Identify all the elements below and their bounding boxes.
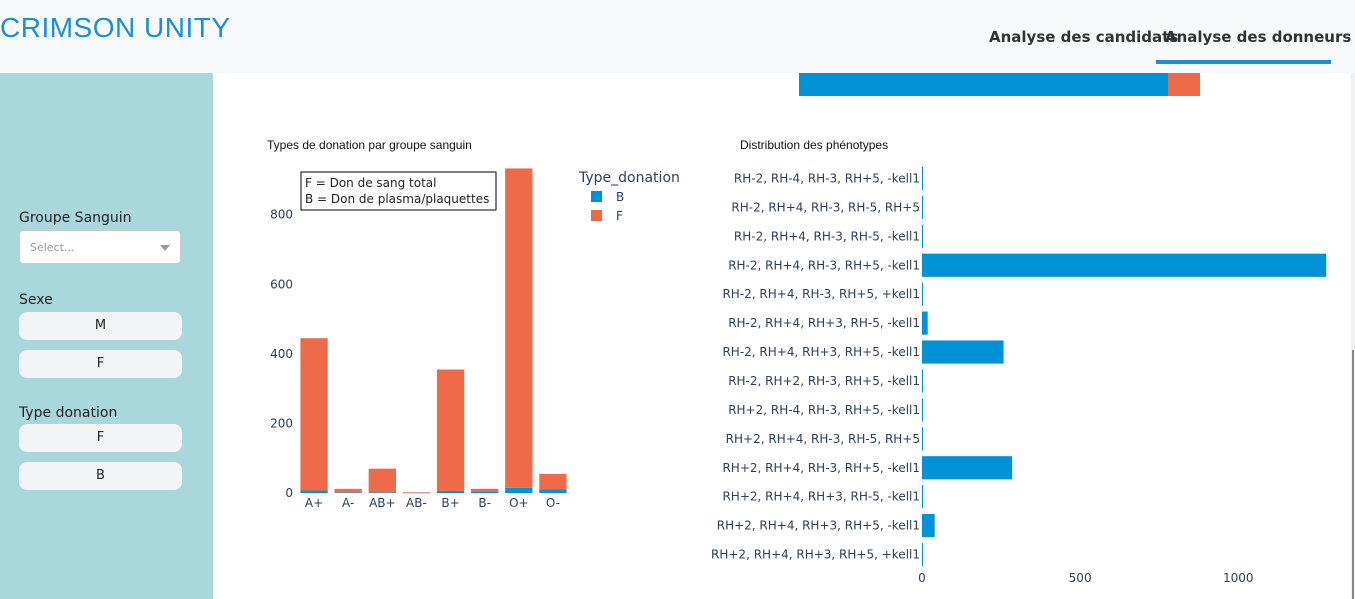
- legend-label: B: [616, 190, 624, 204]
- type-donation-label: Type donation: [19, 405, 118, 421]
- y-tick-label: RH+2, RH-4, RH-3, RH+5, -kell1: [728, 403, 920, 417]
- bar-b: [539, 489, 567, 493]
- y-tick-label: 400: [270, 347, 293, 361]
- type-f-button[interactable]: F: [19, 424, 182, 452]
- sexe-m-button[interactable]: M: [19, 312, 182, 340]
- y-tick-label: RH-2, RH+2, RH-3, RH+5, -kell1: [728, 374, 920, 388]
- x-tick-label: A+: [305, 496, 323, 510]
- bar-phenotype: [922, 195, 923, 219]
- bar-phenotype: [922, 456, 1013, 480]
- x-tick-label: B+: [441, 496, 459, 510]
- x-tick-label: 500: [1069, 571, 1092, 585]
- y-tick-label: 0: [285, 486, 293, 500]
- sexe-f-button[interactable]: F: [19, 350, 182, 378]
- x-tick-label: A-: [342, 496, 354, 510]
- y-tick-label: RH-2, RH+4, RH+3, RH-5, -kell1: [728, 316, 920, 330]
- bar-b: [436, 490, 465, 493]
- y-tick-label: RH+2, RH+4, RH-3, RH-5, RH+5: [726, 432, 920, 446]
- bar-phenotype: [922, 166, 923, 191]
- bar-f: [334, 488, 362, 493]
- legend-swatch: [591, 191, 602, 202]
- scrollbar-thumb[interactable]: [1352, 350, 1354, 599]
- x-tick-label: AB-: [406, 496, 427, 510]
- y-tick-label: 600: [270, 277, 293, 291]
- bar-phenotype: [922, 340, 1004, 364]
- active-tab-indicator: [1156, 60, 1331, 64]
- x-tick-label: 1000: [1223, 571, 1254, 585]
- bar-b: [471, 491, 499, 493]
- y-tick-label: RH-2, RH+4, RH-3, RH-5, -kell1: [734, 229, 920, 243]
- x-tick-label: AB+: [369, 496, 396, 510]
- bar-phenotype: [922, 282, 923, 306]
- bar-phenotype: [922, 398, 923, 422]
- chart1-title: Types de donation par groupe sanguin: [267, 138, 472, 152]
- bar-phenotype: [922, 514, 935, 538]
- bar-f: [368, 468, 396, 493]
- bar-f: [300, 338, 328, 491]
- annotation-text: B = Don de plasma/plaquettes: [305, 192, 489, 206]
- app-header: CRIMSON UNITY Analyse des candidats Anal…: [0, 0, 1355, 73]
- sexe-label: Sexe: [19, 292, 53, 308]
- bar-phenotype: [922, 485, 923, 509]
- bar-phenotype: [922, 224, 923, 248]
- annotation-text: F = Don de sang total: [305, 176, 436, 190]
- bar-f: [402, 492, 431, 493]
- bar-f: [1168, 73, 1200, 96]
- bar-b: [505, 487, 533, 493]
- bar-b: [368, 492, 396, 493]
- x-tick-label: O+: [509, 496, 529, 510]
- y-tick-label: RH-2, RH+4, RH-3, RH+5, -kell1: [728, 258, 920, 272]
- bar-b: [799, 73, 1168, 96]
- bar-b: [334, 492, 362, 493]
- type-b-button[interactable]: B: [19, 462, 182, 490]
- groupe-sanguin-select[interactable]: Select...: [19, 230, 181, 264]
- scrollbar-track[interactable]: [1351, 73, 1355, 599]
- y-tick-label: RH+2, RH+4, RH+3, RH+5, -kell1: [717, 519, 920, 533]
- bar-f: [539, 473, 567, 490]
- legend-label: F: [616, 209, 623, 223]
- bar-b: [402, 492, 431, 494]
- y-tick-label: 200: [270, 416, 293, 430]
- bar-phenotype: [922, 253, 1327, 277]
- chevron-down-icon[interactable]: [160, 245, 170, 251]
- brand-title[interactable]: CRIMSON UNITY: [0, 12, 231, 43]
- groupe-sanguin-label: Groupe Sanguin: [19, 210, 132, 226]
- bar-phenotype: [922, 311, 928, 335]
- bar-phenotype: [922, 542, 923, 567]
- annotation-box: [300, 171, 497, 211]
- y-tick-label: RH+2, RH+4, RH+3, RH-5, -kell1: [722, 490, 920, 504]
- bar-f: [471, 488, 499, 492]
- tab-analyse-candidats[interactable]: Analyse des candidats: [989, 28, 1179, 46]
- bar-f: [436, 369, 465, 491]
- y-tick-label: RH-2, RH+4, RH-3, RH+5, +kell1: [722, 287, 920, 301]
- bar-phenotype: [922, 369, 923, 393]
- x-tick-label: O-: [546, 496, 560, 510]
- y-tick-label: RH+2, RH+4, RH-3, RH+5, -kell1: [722, 461, 920, 475]
- bar-phenotype: [922, 427, 923, 451]
- x-tick-label: B-: [478, 496, 491, 510]
- y-tick-label: 800: [270, 208, 293, 222]
- donation-type-chart: 0 200 400 600 800 A+ A- AB+ AB- B+ B- O+ O- F = Don d…: [270, 168, 680, 510]
- y-tick-label: RH-2, RH+4, RH+3, RH+5, -kell1: [722, 345, 920, 359]
- bar-b: [300, 490, 328, 493]
- y-tick-label: RH-2, RH+4, RH-3, RH-5, RH+5: [731, 200, 920, 214]
- x-tick-label: 0: [918, 571, 926, 585]
- y-tick-label: RH+2, RH+4, RH+3, RH+5, +kell1: [711, 548, 920, 562]
- tab-analyse-donneurs[interactable]: Analyse des donneurs: [1165, 28, 1352, 46]
- phenotype-chart: RH-2, RH-4, RH-3, RH+5, -kell1 RH-2, RH+4…: [711, 164, 1327, 585]
- select-placeholder: Select...: [30, 241, 75, 254]
- y-tick-label: RH-2, RH-4, RH-3, RH+5, -kell1: [734, 171, 920, 185]
- legend-title: Type_donation: [578, 170, 680, 186]
- chart2-title: Distribution des phénotypes: [740, 138, 889, 152]
- bar-f: [505, 168, 533, 488]
- legend-swatch: [591, 210, 602, 221]
- top-partial-chart: [799, 73, 1200, 96]
